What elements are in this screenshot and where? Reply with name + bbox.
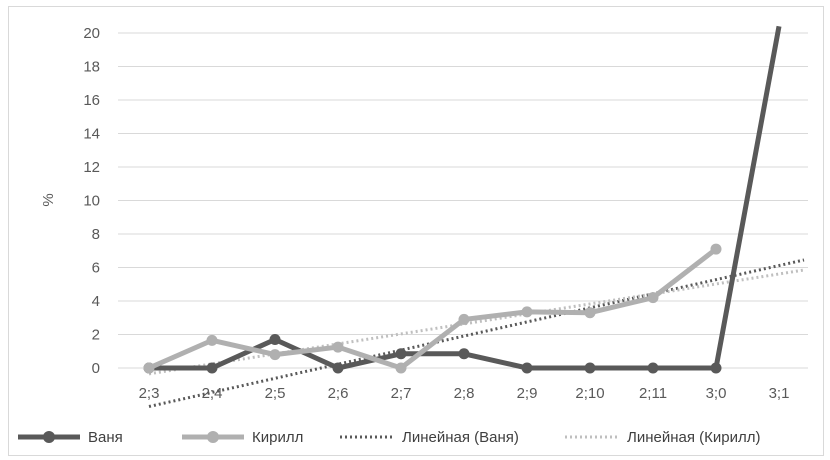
legend-label-4: Линейная (Кирилл) — [627, 429, 760, 446]
data-point — [206, 334, 218, 346]
data-point — [647, 362, 659, 374]
trendline-1 — [148, 258, 805, 408]
y-tick-label: 10 — [83, 193, 100, 210]
data-point — [206, 362, 218, 374]
x-tick-label: 3;1 — [769, 385, 790, 402]
y-tick-label: 18 — [83, 59, 100, 76]
x-tick-label: 3;0 — [706, 385, 727, 402]
data-point — [647, 292, 659, 304]
data-point — [710, 243, 722, 255]
y-tick-label: 2 — [92, 327, 100, 344]
data-point — [584, 362, 596, 374]
y-tick-label: 8 — [92, 226, 100, 243]
data-point — [332, 362, 344, 374]
data-point — [395, 348, 407, 360]
data-point — [458, 313, 470, 325]
legend-marker-1 — [43, 431, 55, 443]
x-tick-label: 2;3 — [139, 385, 160, 402]
y-tick-label: 4 — [92, 293, 100, 310]
x-tick-label: 2;7 — [391, 385, 412, 402]
data-point — [521, 306, 533, 318]
x-tick-label: 2;9 — [517, 385, 538, 402]
x-tick-label: 2;11 — [639, 385, 667, 402]
data-point — [269, 334, 281, 346]
data-point — [584, 307, 596, 319]
x-tick-label: 2;8 — [454, 385, 475, 402]
data-point — [395, 362, 407, 374]
y-tick-label: 14 — [83, 126, 100, 143]
x-tick-label: 2;4 — [202, 385, 223, 402]
series-line-2 — [147, 247, 718, 371]
data-point — [521, 362, 533, 374]
data-point — [710, 362, 722, 374]
data-point — [458, 348, 470, 360]
chart-frame — [8, 6, 824, 456]
legend-label-3: Линейная (Ваня) — [402, 429, 519, 446]
legend-label-2: Кирилл — [252, 429, 303, 446]
y-tick-label: 6 — [92, 260, 100, 277]
x-tick-label: 2;5 — [265, 385, 286, 402]
trendline-2 — [148, 268, 805, 376]
data-point — [269, 349, 281, 361]
x-tick-label: 2;6 — [328, 385, 349, 402]
legend-marker-2 — [207, 431, 219, 443]
y-tick-label: 20 — [83, 25, 100, 42]
y-tick-label: 12 — [83, 159, 100, 176]
x-tick-label: 2;10 — [575, 385, 604, 402]
data-point — [332, 341, 344, 353]
data-point — [143, 362, 155, 374]
y-tick-label: 16 — [83, 92, 100, 109]
y-axis-label: % — [40, 193, 57, 206]
legend-label-1: Ваня — [88, 429, 123, 446]
y-tick-label: 0 — [92, 360, 100, 377]
